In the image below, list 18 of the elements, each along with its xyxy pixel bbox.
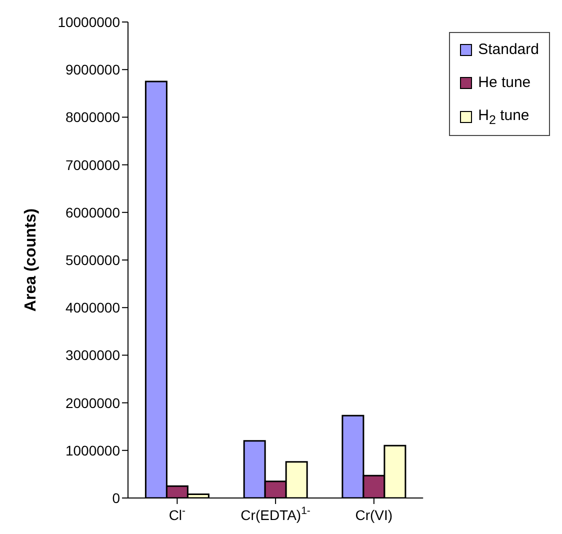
legend-label: H$_{2}$ tune xyxy=(478,107,530,127)
y-tick-label: 2000000 xyxy=(65,394,120,411)
y-tick-label: 3000000 xyxy=(65,347,120,364)
legend-label: He tune xyxy=(478,74,531,91)
x-tick-label: Cr(EDTA)$^{1-}$ xyxy=(240,505,311,523)
x-tick-label: Cl$^{-}$ xyxy=(168,505,186,523)
x-tick-label: Cr(VI) xyxy=(355,507,393,523)
legend-label: Standard xyxy=(478,41,539,58)
y-tick-label: 7000000 xyxy=(65,156,120,173)
y-tick-label: 6000000 xyxy=(65,204,120,220)
y-tick-label: 0 xyxy=(112,490,120,506)
y-axis-title: Area (counts) xyxy=(22,208,40,312)
y-tick-label: 5000000 xyxy=(65,252,120,268)
y-tick-label: 4000000 xyxy=(65,300,120,316)
y-tick-label: 10000000 xyxy=(58,14,120,30)
y-tick-label: 1000000 xyxy=(65,442,120,458)
y-tick-label: 9000000 xyxy=(65,62,120,78)
y-tick-label: 8000000 xyxy=(65,109,120,126)
